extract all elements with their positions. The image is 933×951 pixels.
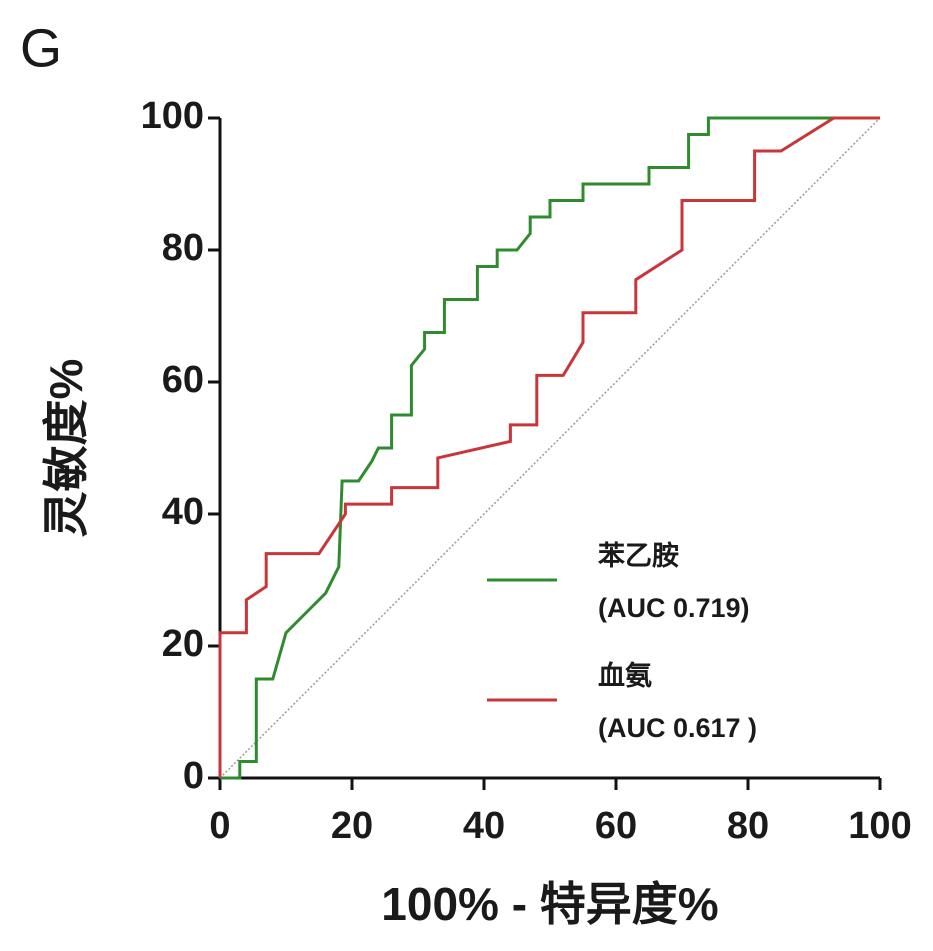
y-tick-label: 100 [141, 95, 204, 137]
legend-auc: (AUC 0.617 ) [598, 713, 757, 743]
legend-label: 苯乙胺 [597, 541, 679, 571]
panel-label: G [20, 18, 62, 78]
x-axis-title: 100% - 特异度% [381, 878, 718, 930]
roc-line [220, 116, 880, 780]
legend-auc: (AUC 0.719) [598, 593, 750, 623]
x-tick-label: 80 [727, 805, 769, 847]
reference-line [219, 117, 881, 779]
x-tick-label: 20 [331, 805, 373, 847]
y-tick-label: 0 [183, 755, 204, 797]
x-tick-label: 100 [848, 805, 911, 847]
y-tick-label: 60 [162, 359, 204, 401]
x-tick-label: 0 [209, 805, 230, 847]
x-tick-label: 60 [595, 805, 637, 847]
x-tick-label: 40 [463, 805, 505, 847]
y-tick-label: 80 [162, 227, 204, 269]
legend-label: 血氨 [598, 661, 652, 691]
y-tick-label: 40 [162, 491, 204, 533]
y-axis-title: 灵敏度% [40, 359, 92, 538]
y-tick-label: 20 [162, 623, 204, 665]
roc-line [218, 116, 880, 778]
